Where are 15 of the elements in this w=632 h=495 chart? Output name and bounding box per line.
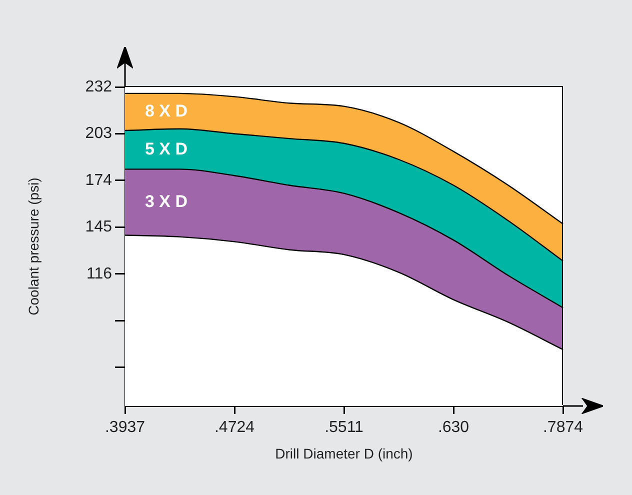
x-tick-label: .630 bbox=[438, 419, 470, 436]
x-tick-label: .7874 bbox=[542, 419, 584, 436]
x-axis-title: Drill Diameter D (inch) bbox=[275, 445, 413, 462]
x-tick-label: .3937 bbox=[104, 419, 146, 436]
y-tick-label: 145 bbox=[85, 218, 112, 236]
y-axis-title: Coolant pressure (psi) bbox=[25, 178, 42, 316]
x-tick-label: .5511 bbox=[324, 419, 364, 436]
y-tick-label: 232 bbox=[85, 78, 112, 96]
y-tick-label: 116 bbox=[86, 265, 112, 282]
series-label: 3 X D bbox=[145, 192, 188, 211]
series-label: 8 X D bbox=[145, 102, 188, 121]
x-tick-label: .4724 bbox=[214, 419, 255, 436]
series-label: 5 X D bbox=[145, 140, 188, 159]
y-tick-label: 174 bbox=[85, 172, 112, 189]
y-tick-label: 203 bbox=[85, 125, 112, 142]
